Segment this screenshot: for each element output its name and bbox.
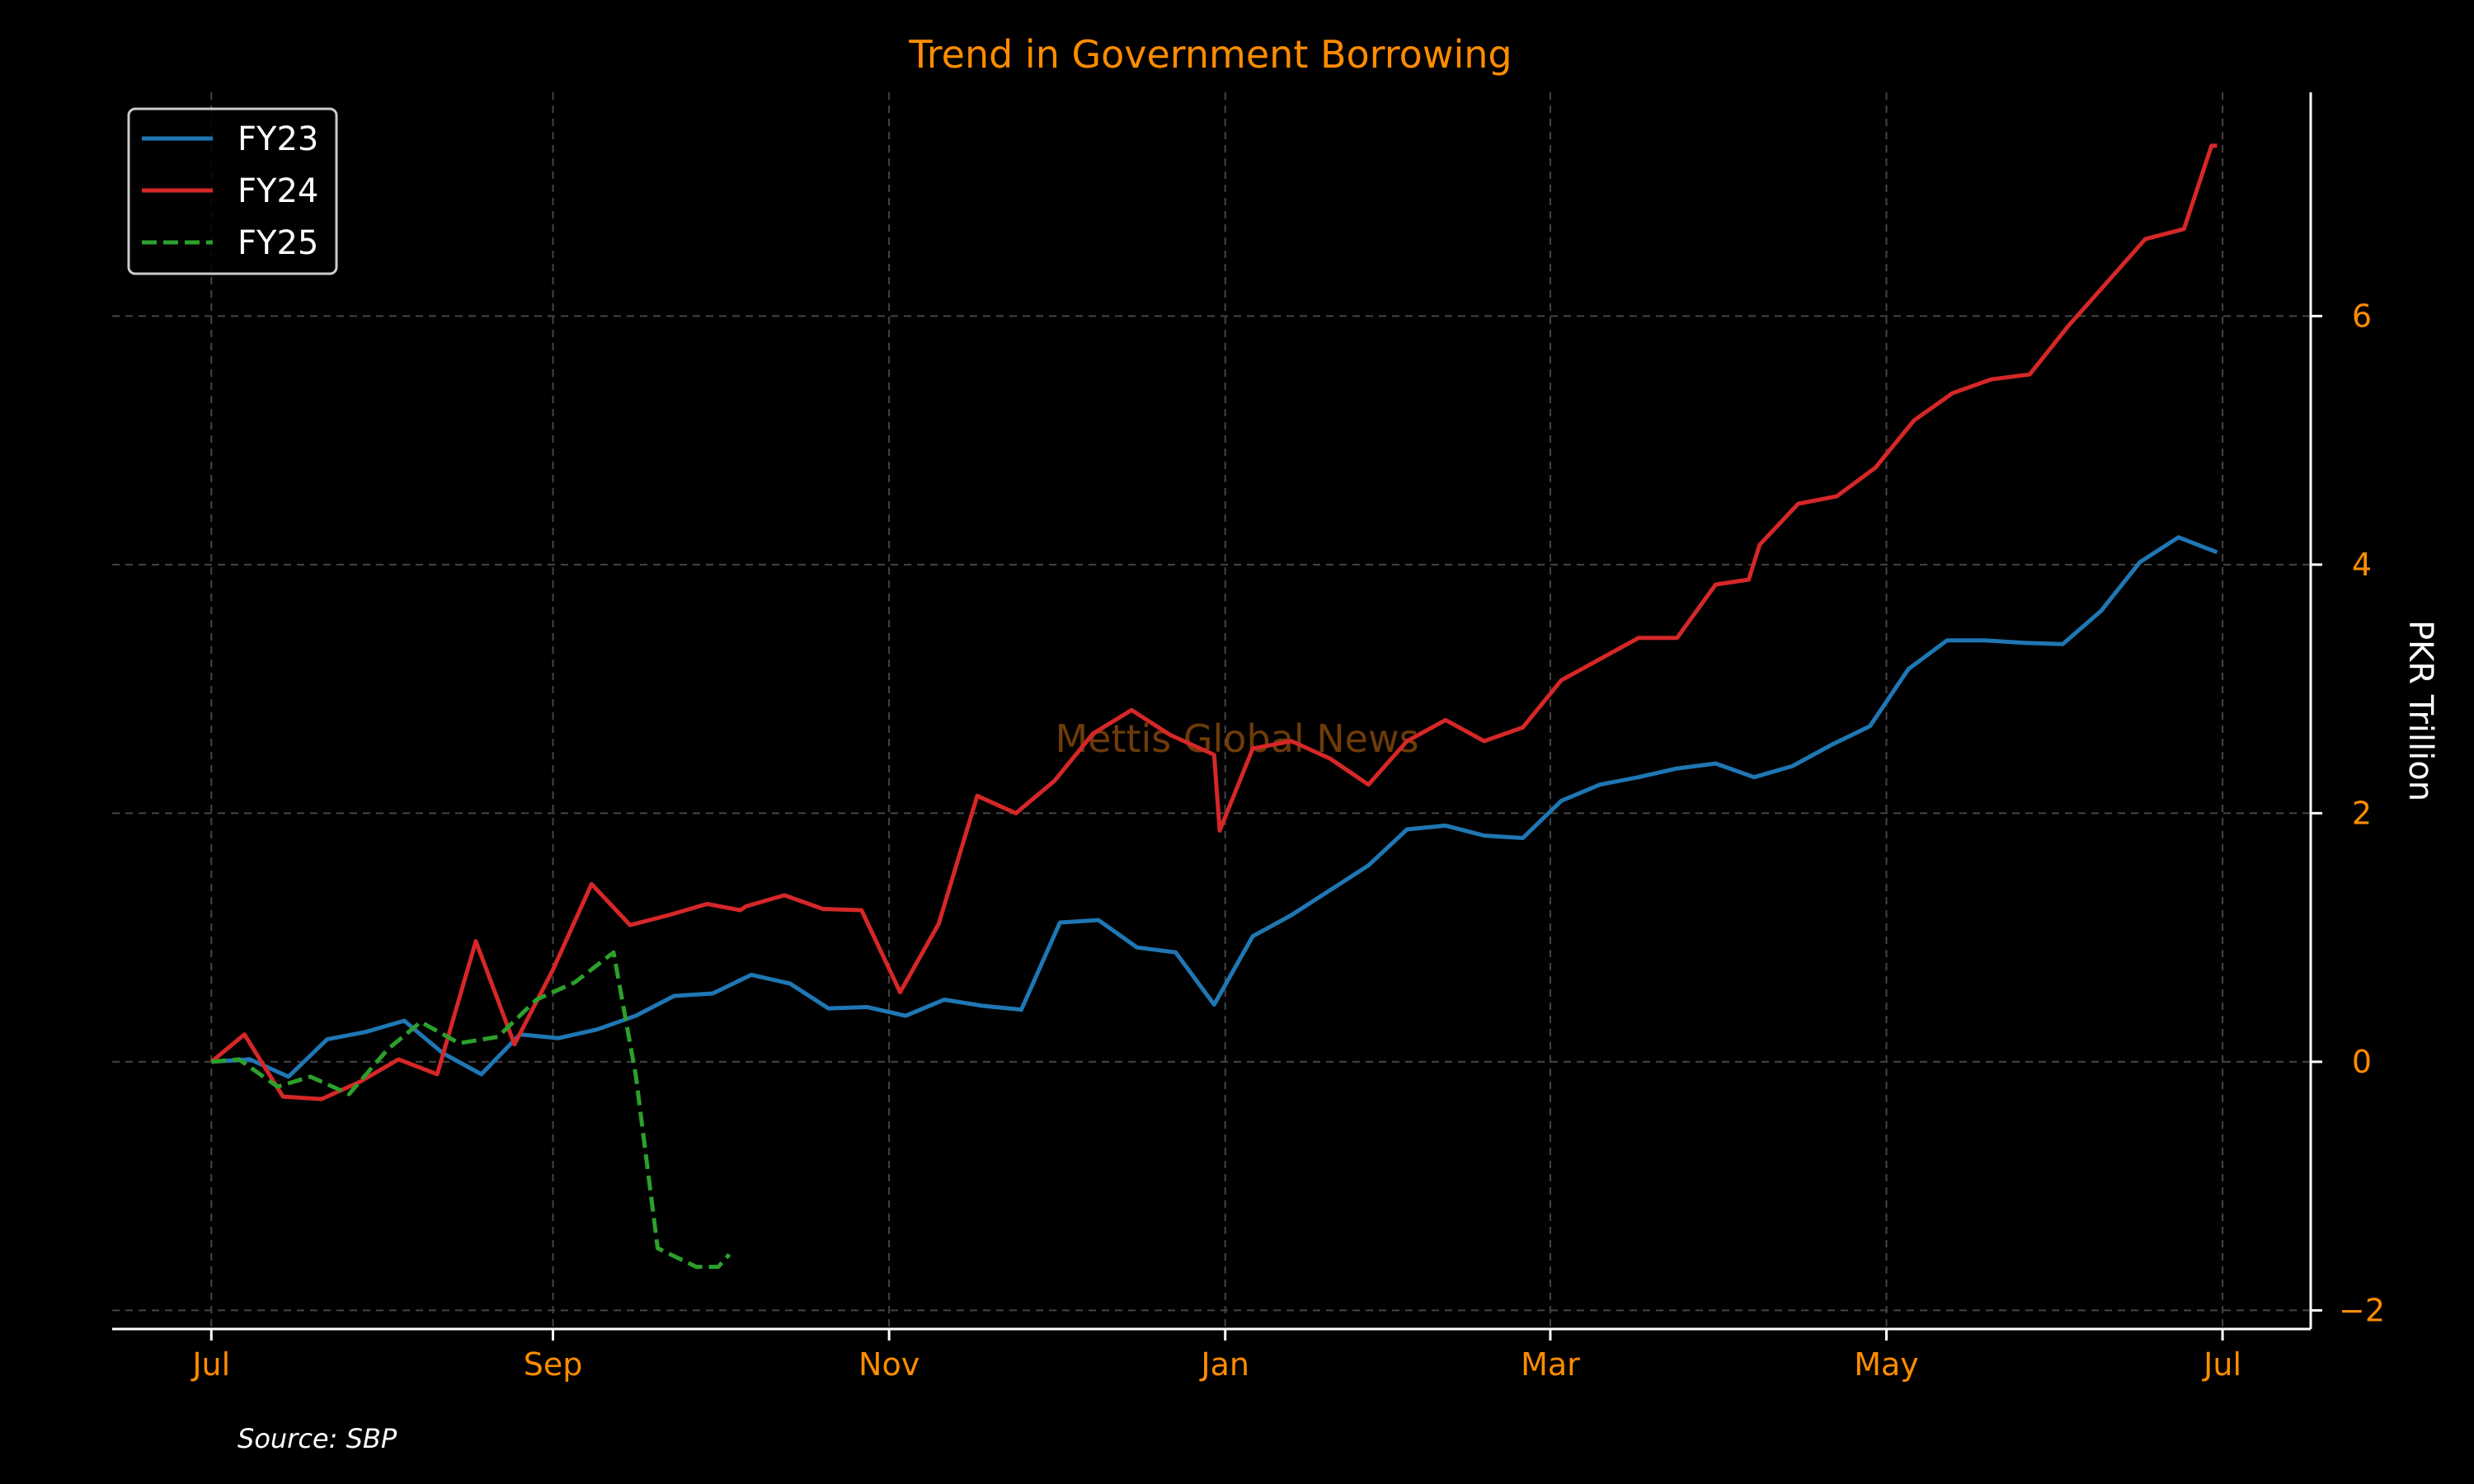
series-line-fy23 — [211, 535, 2218, 1079]
legend-box — [127, 107, 338, 275]
series-line-fy25 — [211, 950, 731, 1270]
legend: FY23 FY24 FY25 — [127, 107, 338, 275]
gridlines — [112, 92, 2311, 1329]
x-tick-label: Nov — [858, 1346, 920, 1383]
y-tick-label: 0 — [2352, 1044, 2372, 1080]
series-lines — [209, 143, 2218, 1270]
x-tick-label: Jul — [2202, 1346, 2241, 1383]
series-line-fy24 — [209, 143, 2218, 1101]
chart-title: Trend in Government Borrowing — [908, 32, 1512, 77]
legend-label-fy23: FY23 — [238, 120, 318, 158]
x-tick-label: May — [1854, 1346, 1919, 1383]
x-tick-label: Sep — [524, 1346, 583, 1383]
y-tick-label: 4 — [2352, 547, 2372, 583]
watermark: Mettis Global News — [1055, 716, 1418, 761]
source-note: Source: SBP — [238, 1423, 397, 1454]
legend-label-fy25: FY25 — [238, 224, 318, 262]
y-tick-label: 6 — [2352, 298, 2372, 334]
x-tick-label: Mar — [1521, 1346, 1580, 1383]
tick-labels: −2 0 2 4 6 Jul Sep Nov Jan Mar May Jul — [190, 298, 2385, 1383]
y-tick-label: −2 — [2339, 1292, 2385, 1328]
x-tick-label: Jan — [1199, 1346, 1249, 1383]
y-tick-label: 2 — [2352, 795, 2372, 831]
x-tick-label: Jul — [190, 1346, 230, 1383]
y-axis-label: PKR Trillion — [2401, 620, 2439, 801]
axes — [112, 92, 2322, 1341]
legend-label-fy24: FY24 — [238, 172, 318, 210]
